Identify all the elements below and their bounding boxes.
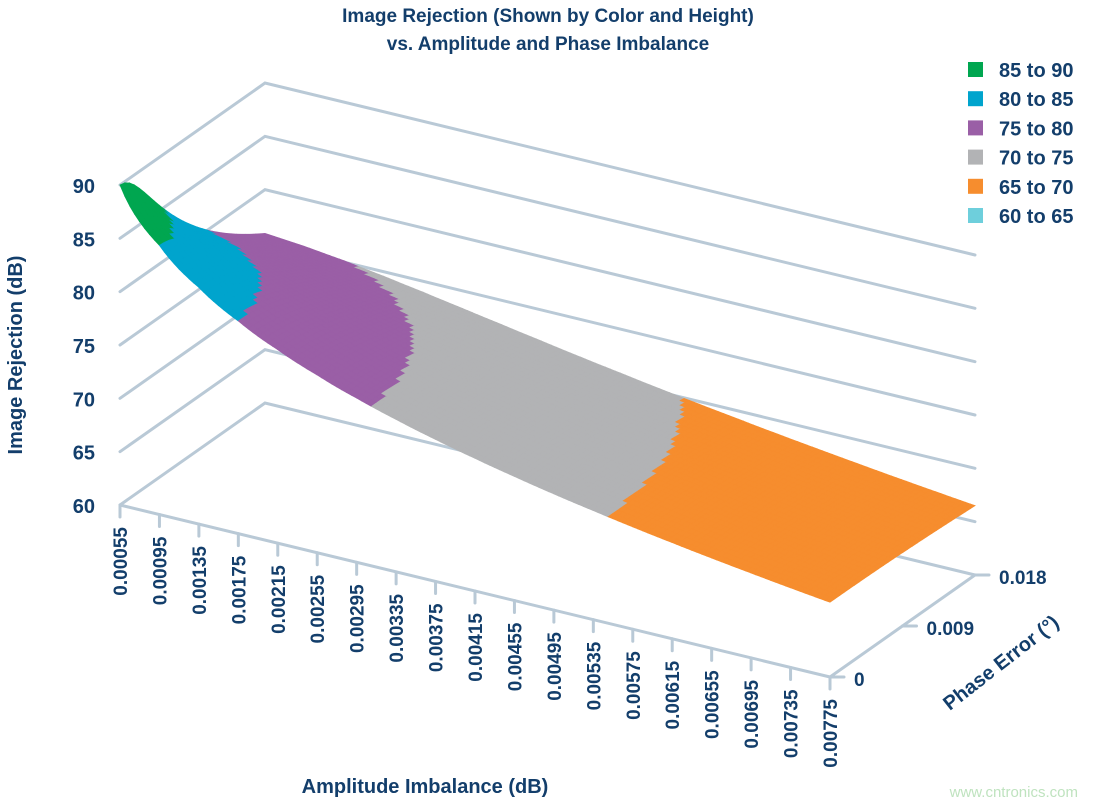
x-tick-label: 0.00175 <box>229 555 250 624</box>
gridline-z-85 <box>118 134 977 310</box>
x-tick-label: 0.00695 <box>742 679 763 748</box>
z-tick-label: 70 <box>73 389 95 411</box>
y-tick-label: 0 <box>854 670 865 691</box>
legend-label: 85 to 90 <box>999 60 1073 82</box>
chart-title-line-2: vs. Amplitude and Phase Imbalance <box>387 34 709 55</box>
legend-swatch <box>968 149 983 165</box>
x-tick-label: 0.00575 <box>624 651 645 720</box>
x-tick-label: 0.00415 <box>466 613 487 682</box>
legend-label: 75 to 80 <box>999 118 1073 140</box>
x-axis-label: Amplitude Imbalance (dB) <box>302 776 549 798</box>
x-tick-label: 0.00135 <box>190 546 211 615</box>
z-tick-label: 65 <box>73 443 95 465</box>
surface <box>119 182 976 603</box>
legend-swatch <box>968 120 983 136</box>
x-tick-label: 0.00055 <box>111 527 132 596</box>
chart-title-line-1: Image Rejection (Shown by Color and Heig… <box>342 6 754 27</box>
surface-cell <box>824 596 836 603</box>
x-tick-label: 0.00335 <box>387 593 408 662</box>
x-tick-label: 0.00615 <box>663 660 684 729</box>
gridline-z-80 <box>118 188 977 364</box>
z-tick-label: 90 <box>73 176 95 198</box>
legend-label: 60 to 65 <box>999 206 1073 228</box>
legend-label: 80 to 85 <box>999 89 1073 111</box>
x-tick-label: 0.00655 <box>703 670 724 739</box>
watermark: www.cntronics.com <box>949 784 1078 801</box>
legend-label: 70 to 75 <box>999 148 1073 170</box>
x-tick-label: 0.00455 <box>505 622 526 691</box>
x-tick-label: 0.00735 <box>782 689 803 758</box>
z-tick-label: 60 <box>73 496 95 518</box>
legend-label: 65 to 70 <box>999 177 1073 199</box>
x-tick-label: 0.00775 <box>821 699 842 768</box>
z-tick-label: 80 <box>73 283 95 305</box>
legend-swatch <box>968 62 983 77</box>
x-tick-label: 0.00295 <box>348 584 369 653</box>
z-tick-label: 75 <box>73 336 95 358</box>
x-tick-label: 0.00095 <box>150 536 171 605</box>
legend-swatch <box>968 208 983 223</box>
x-tick-label: 0.00255 <box>308 574 329 643</box>
x-tick-label: 0.00535 <box>584 641 605 710</box>
axes: 60 65 70 75 80 85 90 0.00055 0.00095 0.00135 0.001… <box>73 176 1047 768</box>
x-tick-label: 0.00495 <box>545 632 566 701</box>
x-tick-label: 0.00215 <box>269 565 290 634</box>
legend: 85 to 90 80 to 85 75 to 80 70 to 75 65 to 70… <box>968 60 1073 228</box>
x-tick-label: 0.00375 <box>427 603 448 672</box>
legend-swatch <box>968 91 983 107</box>
y-tick-label: 0.009 <box>927 619 975 640</box>
y-tick-label: 0.018 <box>999 568 1047 589</box>
gridline-z-90 <box>118 81 977 257</box>
z-tick-label: 85 <box>73 229 95 251</box>
legend-swatch <box>968 178 983 194</box>
z-axis-label: Image Rejection (dB) <box>5 256 27 455</box>
